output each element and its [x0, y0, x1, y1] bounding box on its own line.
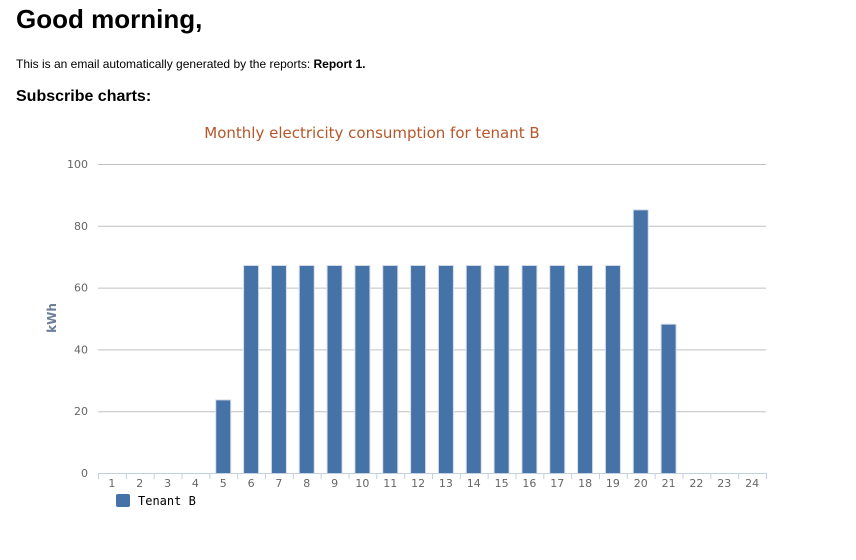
x-tick-label: 22: [689, 477, 703, 490]
bar[interactable]: [438, 265, 453, 473]
x-tick-label: 19: [606, 477, 620, 490]
x-tick-label: 16: [522, 477, 536, 490]
y-tick-label: 0: [81, 467, 88, 480]
x-tick-label: 1: [108, 477, 115, 490]
y-axis-title: kWh: [45, 303, 59, 333]
bar[interactable]: [411, 265, 426, 473]
y-axis: 0 20 40 60 80 100: [67, 158, 88, 480]
x-tick-label: 18: [578, 477, 592, 490]
x-tick-label: 5: [220, 477, 227, 490]
x-tick-label: 17: [550, 477, 564, 490]
report-name: Report 1.: [313, 57, 366, 71]
intro-sentence: This is an email automatically generated…: [16, 57, 314, 71]
x-tick-label: 13: [439, 477, 453, 490]
bar[interactable]: [244, 265, 259, 473]
bar[interactable]: [271, 265, 286, 473]
x-tick-label: 24: [745, 477, 759, 490]
y-tick-label: 80: [74, 220, 88, 233]
x-tick-label: 20: [634, 477, 648, 490]
x-tick-label: 2: [136, 477, 143, 490]
bar[interactable]: [466, 265, 481, 473]
x-tick-label: 14: [467, 477, 481, 490]
bar[interactable]: [578, 265, 593, 473]
y-tick-label: 20: [74, 405, 88, 418]
x-tick-label: 6: [248, 477, 255, 490]
x-tick-label: 23: [717, 477, 731, 490]
bar[interactable]: [299, 265, 314, 473]
x-tick-label: 7: [275, 477, 282, 490]
x-axis: 1 2 3 4 5 6 7 8 9 10 11 12 13 14 15 16 17 18 19 20 21 22 23 24: [98, 473, 767, 490]
bar[interactable]: [633, 210, 648, 473]
x-tick-label: 3: [164, 477, 171, 490]
legend-label: Tenant B: [138, 494, 196, 508]
bar[interactable]: [355, 265, 370, 473]
intro-text: This is an email automatically generated…: [16, 57, 366, 71]
x-tick-label: 12: [411, 477, 425, 490]
x-tick-label: 4: [192, 477, 199, 490]
bar[interactable]: [494, 265, 509, 473]
x-tick-label: 9: [331, 477, 338, 490]
x-tick-label: 21: [662, 477, 676, 490]
y-tick-label: 60: [74, 282, 88, 295]
legend[interactable]: Tenant B: [116, 494, 196, 508]
legend-swatch: [116, 494, 130, 507]
chart-bars: [215, 209, 677, 473]
x-tick-label: 11: [383, 477, 397, 490]
bar[interactable]: [383, 265, 398, 473]
x-tick-label: 15: [495, 477, 509, 490]
bar[interactable]: [661, 324, 676, 473]
bar[interactable]: [327, 265, 342, 473]
chart-title: Monthly electricity consumption for tena…: [204, 124, 539, 142]
bar[interactable]: [605, 265, 620, 473]
y-tick-label: 40: [74, 343, 88, 356]
greeting-heading: Good morning,: [16, 4, 203, 34]
y-tick-label: 100: [67, 158, 88, 171]
x-tick-label: 8: [303, 477, 310, 490]
bar[interactable]: [522, 265, 537, 473]
bar[interactable]: [550, 265, 565, 473]
section-title: Subscribe charts:: [16, 88, 152, 105]
bar[interactable]: [216, 400, 231, 473]
x-tick-label: 10: [355, 477, 369, 490]
